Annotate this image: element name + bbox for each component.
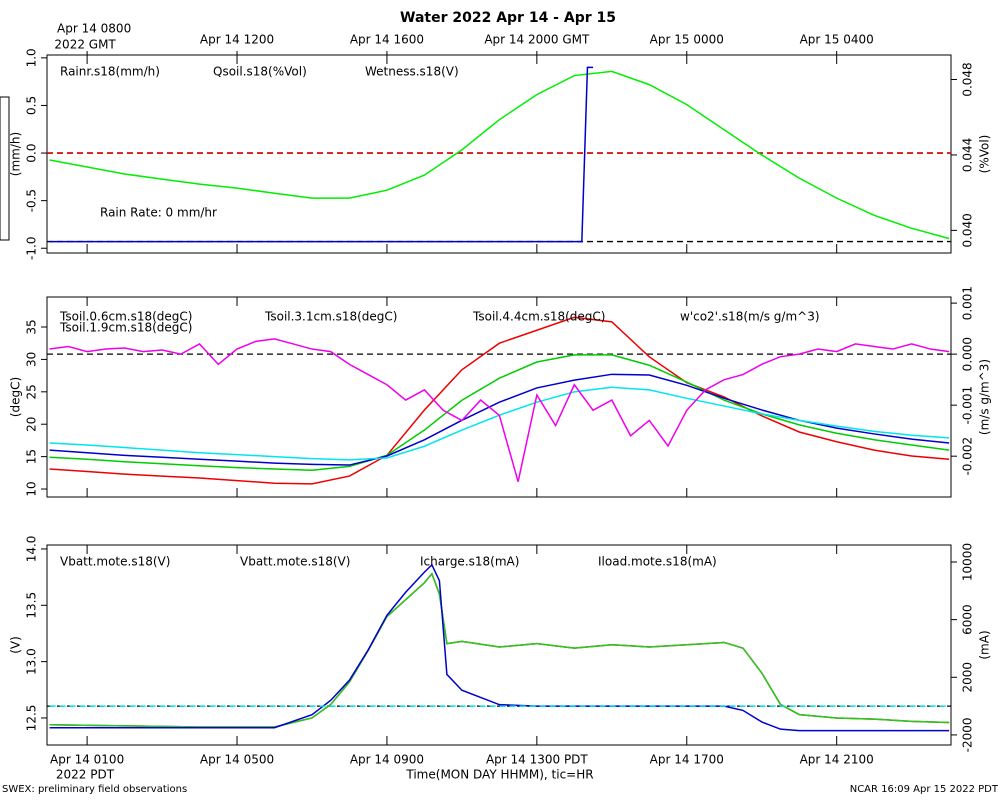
y-tick-label: 0.5 — [25, 96, 39, 115]
y-tick-label: 13.0 — [25, 648, 39, 675]
legend-label: Qsoil.s18(%Vol) — [213, 65, 307, 79]
x2-tick-label: Apr 15 0000 — [650, 33, 724, 47]
legend-label: w'co2'.s18(m/s g/m^3) — [680, 310, 820, 324]
chart-title: Water 2022 Apr 14 - Apr 15 — [400, 10, 616, 26]
y-tick-label: 13.5 — [25, 592, 39, 619]
x-tick-label: Apr 14 0100 — [50, 753, 124, 767]
y-tick-label: 14.0 — [25, 536, 39, 563]
series-line — [49, 66, 594, 243]
legend-label: Wetness.s18(V) — [365, 65, 459, 79]
legend-label: Tsoil.0.6cm.s18(degC) — [59, 310, 193, 324]
annotation: Rain Rate: 0 mm/hr — [100, 206, 217, 220]
series-line — [49, 563, 950, 732]
x-tick-label: Apr 14 0500 — [200, 753, 274, 767]
y-tick-label: 20 — [25, 417, 39, 432]
y-tick-label: 25 — [25, 384, 39, 399]
y-tick-label: -0.5 — [25, 189, 39, 212]
x-tick-label: Apr 14 1300 PDT — [486, 753, 588, 767]
x-sublabel: 2022 PDT — [56, 768, 115, 782]
y-axis-label: (V) — [9, 636, 23, 654]
x2-tick-label: Apr 14 0800 — [57, 22, 131, 36]
plot-frame — [46, 54, 952, 254]
y-tick-label: 1.0 — [25, 48, 39, 67]
x2-tick-label: Apr 14 1600 — [350, 33, 424, 47]
legend-label: Tsoil.1.9cm.s18(degC) — [59, 321, 193, 335]
x2-tick-label: Apr 15 0400 — [800, 33, 874, 47]
series-line — [49, 354, 950, 471]
x-tick-label: Apr 14 2100 — [800, 753, 874, 767]
y2-tick-label: -0.002 — [961, 437, 975, 476]
x-axis-label: Time(MON DAY HHMM), tic=HR — [405, 768, 593, 782]
y-axis-label: (degC) — [9, 377, 23, 417]
series-line — [49, 316, 950, 485]
y2-tick-label: -0.001 — [961, 386, 975, 425]
legend-label: Icharge.s18(mA) — [420, 555, 519, 569]
legend-label: Rainr.s18(mm/h) — [60, 65, 160, 79]
footer-left: SWEX: preliminary field observations — [2, 784, 187, 795]
x-tick-label: Apr 14 0900 — [350, 753, 424, 767]
y2-tick-label: 0.001 — [961, 286, 975, 320]
y2-axis-label: (mA) — [978, 630, 992, 659]
legend-label: Vbatt.mote.s18(V) — [60, 555, 170, 569]
y-tick-label: 15 — [25, 449, 39, 464]
legend-label: Vbatt.mote.s18(V) — [240, 555, 350, 569]
y-tick-label: 30 — [25, 352, 39, 367]
x2-sublabel: 2022 GMT — [54, 38, 116, 52]
y2-tick-label: 6000 — [961, 604, 975, 635]
y-tick-label: 0.0 — [25, 144, 39, 163]
legend-label: Tsoil.3.1cm.s18(degC) — [264, 310, 398, 324]
y2-tick-label: 10000 — [961, 543, 975, 581]
y-tick-label: 10 — [25, 481, 39, 496]
legend-box-edge — [0, 96, 10, 241]
x2-tick-label: Apr 14 1200 — [200, 33, 274, 47]
series-line — [49, 338, 950, 482]
plot-frame — [46, 544, 952, 746]
y-tick-label: 35 — [25, 319, 39, 334]
y2-axis-label: (%Vol) — [978, 135, 992, 174]
y-tick-label: -1.0 — [25, 237, 39, 260]
y-tick-label: 12.5 — [25, 705, 39, 732]
y2-tick-label: 0.044 — [961, 138, 975, 172]
y2-tick-label: 0.000 — [961, 337, 975, 371]
y2-axis-label: (m/s g/m^3) — [978, 359, 992, 435]
y2-tick-label: 0.040 — [961, 213, 975, 247]
y2-tick-label: -2000 — [961, 717, 975, 752]
x2-tick-label: Apr 14 2000 GMT — [484, 33, 590, 47]
series-line — [49, 70, 950, 240]
y-axis-label: (mm/h) — [9, 132, 23, 176]
y2-tick-label: 0.048 — [961, 62, 975, 96]
y2-tick-label: 2000 — [961, 662, 975, 693]
x-tick-label: Apr 14 1700 — [650, 753, 724, 767]
legend-label: Iload.mote.s18(mA) — [598, 555, 717, 569]
footer-right: NCAR 16:09 Apr 15 2022 PDT — [850, 784, 999, 795]
legend-label: Tsoil.4.4cm.s18(degC) — [472, 310, 606, 324]
plot-frame — [46, 296, 952, 498]
